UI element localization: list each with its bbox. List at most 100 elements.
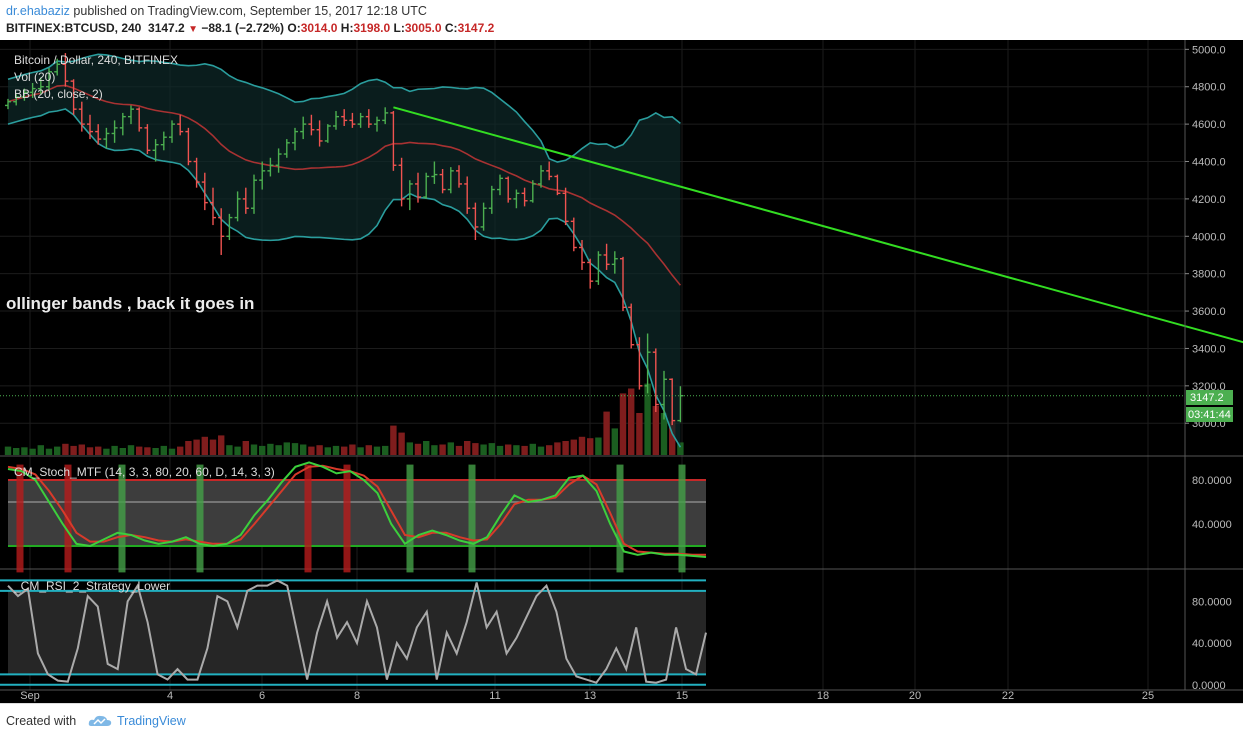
volume-bar [95,446,102,455]
rsi-pane [0,579,707,686]
volume-bar [275,445,282,455]
legend-main: Bitcoin / Dollar, 240, BITFINEX [14,53,178,67]
down-arrow-icon: ▼ [188,24,198,35]
stoch-pane [7,461,707,573]
volume-bar [652,406,659,455]
volume-bar [636,413,643,455]
volume-bar [455,445,463,455]
volume-bar [570,439,577,455]
volume-bar [480,444,487,455]
price-tag-box [1186,390,1233,405]
volume-bar [78,444,85,455]
price-change: −88.1 (−2.72%) [201,21,285,35]
volume-bar [587,438,594,455]
volume-bar [660,413,668,455]
tradingview-cloud-icon[interactable] [88,714,112,728]
open-label: O: [287,21,301,35]
volume-bar [349,444,356,455]
time-tick-label: Sep [20,690,40,702]
volume-bar [4,446,12,455]
volume-bar [218,435,225,455]
price-tick-label: 4000.0 [1192,231,1226,243]
price-tick-label: 4800.0 [1192,82,1226,94]
volume-bar [242,441,249,455]
stoch-signal-bar [406,464,414,573]
volume-bar [447,442,454,455]
rsi-tick-label: 0.0000 [1192,680,1226,692]
time-tick-label: 20 [909,690,921,702]
volume-bar [365,445,372,455]
stoch-signal-bar [118,464,126,573]
low-value: 3005.0 [404,21,442,35]
tradingview-link[interactable]: TradingView [117,714,186,728]
footer: Created with TradingView [0,703,1243,739]
volume-bar [529,443,536,455]
rsi-line [7,579,707,684]
rsi-band-fill [8,590,706,675]
stoch-d-line [7,464,706,556]
volume-bar [267,443,274,455]
volume-bar [431,445,438,455]
volume-bar [496,445,504,455]
price-tick-label: 4200.0 [1192,194,1226,206]
bb-upper-line [7,53,681,163]
high-label: H: [340,21,354,35]
chart-area[interactable]: 3000.0 3200.0 3400.0 3600.0 3800.0 4000.0 4200… [0,40,1243,703]
volume-bar [300,444,307,455]
volume-bar [111,445,118,455]
volume-bar [595,437,602,455]
last-price: 3147.2 [148,21,185,35]
trend-line-segment [393,106,1243,344]
price-tick-label: 3200.0 [1192,381,1226,393]
volume-bar [185,441,192,455]
countdown-tag: 03:41:44 [1188,409,1231,421]
volume-bar [21,447,28,455]
volume-bar [423,441,430,455]
volume-bar [398,432,405,455]
volume-bar [578,436,586,455]
low-label: L: [393,21,405,35]
volume-bar [103,448,110,455]
volume-bar [259,445,266,455]
volume-bar [619,393,627,455]
volume-bar [488,443,495,455]
volume-bar [62,443,69,455]
time-tick-label: 15 [676,690,688,702]
volume-bar [70,445,77,455]
volume-bar [234,446,241,455]
chart-svg[interactable]: 3000.03200.03400.03600.03800.04000.04200… [0,40,1243,703]
bb-basis-line [7,84,682,286]
volume-bar [390,425,397,455]
time-tick-label: 25 [1142,690,1154,702]
volume-bar [250,444,258,455]
volume-bar [168,448,176,455]
volume-bar [283,442,290,455]
chart-annotation: ollinger bands , back it goes in [6,294,254,313]
stoch-signal-bar [678,464,686,573]
time-tick-label: 18 [817,690,829,702]
stoch-signal-bar [196,464,204,573]
price-tick-label: 4600.0 [1192,119,1226,131]
ohlc-line: BITFINEX:BTCUSD, 240 3147.2 ▼ −88.1 (−2.… [6,21,494,35]
stoch-signal-bar [16,464,24,573]
stoch-signal-bar [616,464,624,573]
volume-bar [127,445,135,455]
legend-vol: Vol (20) [14,70,55,84]
volume-bar [464,441,471,455]
volume-bar [45,448,53,455]
volume-bar [644,383,651,455]
volume-bar [37,445,44,455]
volume-bar [226,445,233,455]
open-value: 3014.0 [300,21,338,35]
author-link[interactable]: dr.ehabaziz [6,4,70,18]
trend-line[interactable] [393,106,1243,363]
price-tick-label: 5000.0 [1192,44,1226,56]
price-tick-label: 3400.0 [1192,343,1226,355]
bb-fill [8,54,681,448]
axes: 3000.03200.03400.03600.03800.04000.04200… [0,40,1243,702]
volume-bar [382,445,389,455]
close-value: 3147.2 [457,21,495,35]
volume-bar [160,445,167,455]
volume-bar [291,443,299,455]
volume-bar [439,444,446,455]
